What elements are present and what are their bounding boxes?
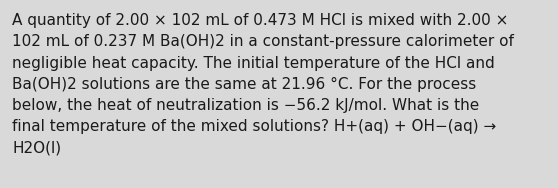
Text: A quantity of 2.00 × 102 mL of 0.473 M HCl is mixed with 2.00 ×
102 mL of 0.237 : A quantity of 2.00 × 102 mL of 0.473 M H…	[12, 13, 514, 156]
